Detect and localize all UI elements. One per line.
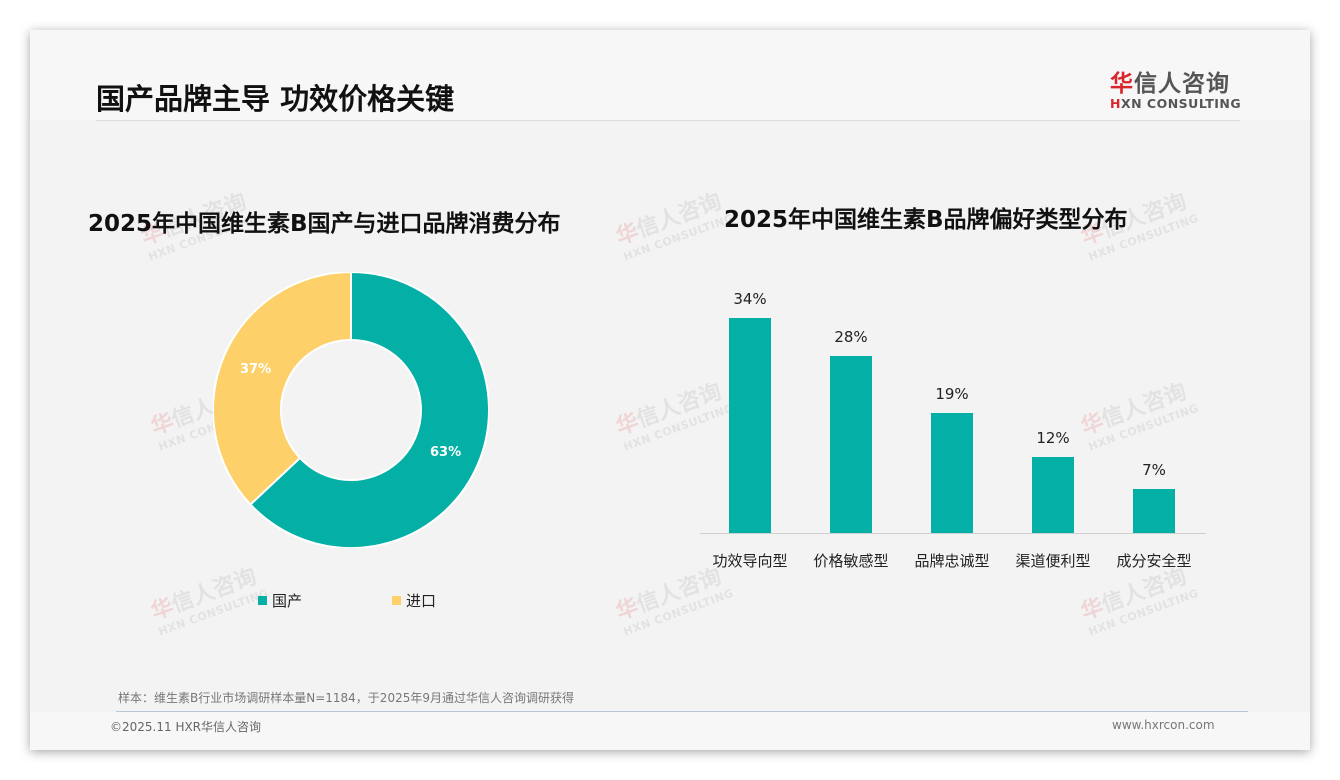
donut-label-import: 37% — [240, 362, 272, 377]
x-axis-line — [700, 533, 1206, 534]
legend-item-domestic: 国产 — [258, 590, 302, 611]
legend-swatch-teal — [258, 596, 267, 605]
bar-category-label: 功效导向型 — [712, 552, 788, 570]
donut-chart — [213, 272, 489, 548]
website-link[interactable]: www.hxrcon.com — [1112, 718, 1215, 732]
donut-slice-domestic — [248, 272, 489, 548]
bar-category-label: 品牌忠诚型 — [914, 552, 990, 570]
page-title: 国产品牌主导 功效价格关键 — [96, 82, 455, 116]
bar — [1032, 457, 1074, 533]
logo-en-first: H — [1110, 96, 1121, 111]
bar — [729, 318, 771, 533]
sample-note: 样本：维生素B行业市场调研样本量N=1184，于2025年9月通过华信人咨询调研… — [118, 691, 574, 705]
legend-label-domestic: 国产 — [272, 592, 303, 610]
slide: 华信人咨询 HXN CONSULTING 华信人咨询 HXN CONSULTING 华信… — [30, 30, 1310, 750]
legend-label-import: 进口 — [406, 592, 437, 610]
bar-category-label: 成分安全型 — [1116, 552, 1192, 570]
bar-category-label: 价格敏感型 — [813, 552, 889, 570]
bar-value-label: 34% — [733, 290, 767, 308]
bar-value-label: 19% — [935, 384, 969, 403]
logo-cn-first: 华 — [1110, 71, 1134, 97]
bar-value-label: 28% — [834, 327, 868, 346]
bar — [931, 412, 973, 533]
bar-chart-title: 2025年中国维生素B品牌偏好类型分布 — [724, 207, 1128, 233]
logo-english: HXN CONSULTING — [1110, 96, 1242, 111]
footer-band — [30, 712, 1310, 750]
bar — [1133, 488, 1175, 533]
title-divider — [96, 120, 1240, 121]
bar-value-label: 7% — [1142, 460, 1166, 479]
bar-value-label: 12% — [1036, 429, 1070, 448]
legend-item-import: 进口 — [392, 590, 436, 611]
bar-category-label: 渠道便利型 — [1015, 552, 1091, 570]
donut-label-domestic: 63% — [430, 445, 462, 460]
brand-logo: 华信人咨询 HXN CONSULTING — [1110, 64, 1242, 111]
donut-slice-import — [213, 272, 352, 506]
logo-en-rest: XN CONSULTING — [1120, 96, 1242, 111]
bar-chart: 34% 功效导向型 28% 价格敏感型 19% 品牌忠诚型 12% 渠道便利型 7% 成分安全型 — [700, 280, 1206, 570]
bar — [830, 355, 872, 533]
legend-swatch-yellow — [392, 596, 401, 605]
footer-divider — [116, 711, 1248, 712]
logo-cn-rest: 信人咨询 — [1134, 71, 1230, 97]
header-band — [30, 30, 1310, 120]
donut-chart-title: 2025年中国维生素B国产与进口品牌消费分布 — [88, 211, 561, 237]
logo-chinese: 华信人咨询 — [1110, 64, 1242, 98]
copyright-text: ©2025.11 HXR华信人咨询 — [110, 720, 262, 734]
